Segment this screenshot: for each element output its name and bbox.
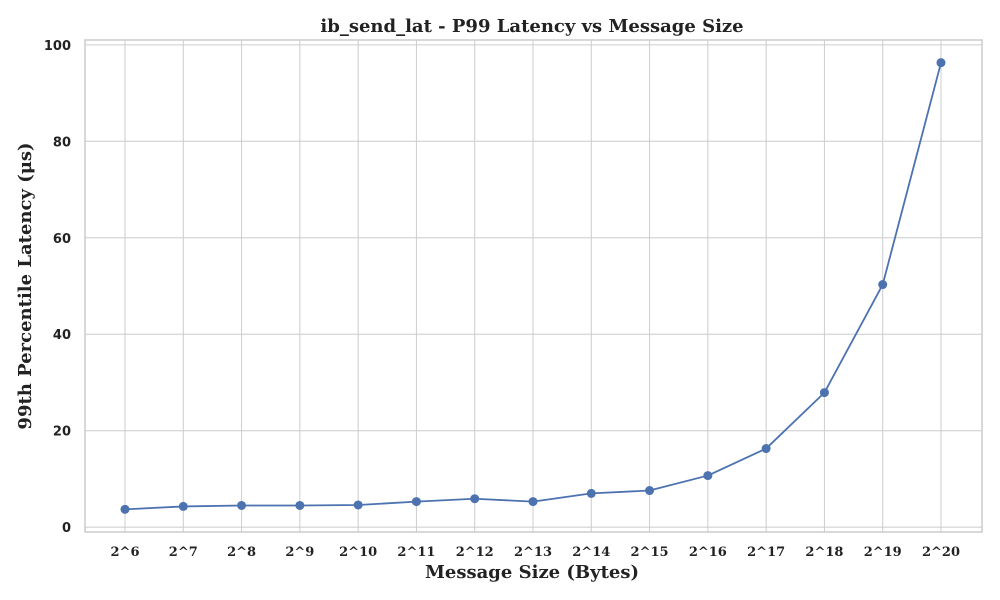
x-tick-label: 2^8 [227, 545, 256, 560]
data-point [645, 486, 655, 496]
data-point [878, 280, 888, 290]
x-tick-label: 2^16 [689, 545, 727, 560]
data-point [819, 388, 829, 398]
y-tick-label: 0 [62, 521, 71, 536]
x-tick-label: 2^9 [285, 545, 314, 560]
data-point [586, 488, 596, 498]
x-tick-label: 2^17 [747, 545, 785, 560]
x-tick-label: 2^12 [456, 545, 494, 560]
x-tick-label: 2^20 [922, 545, 960, 560]
data-point [237, 500, 247, 510]
data-point [178, 501, 188, 511]
x-axis-ticks: 2^6 2^7 2^8 2^9 2^10 2^11 2^12 2^13 2^14 2^15 2^16… [111, 545, 961, 560]
x-tick-label: 2^6 [111, 545, 140, 560]
y-axis-ticks: 0 20 40 60 80 100 [44, 39, 71, 536]
data-point [528, 497, 538, 507]
chart-title: ib_send_lat - P99 Latency vs Message Siz… [320, 16, 743, 37]
plot-frame [84, 39, 983, 533]
x-tick-label: 2^14 [572, 545, 610, 560]
x-tick-label: 2^11 [397, 545, 435, 560]
x-tick-label: 2^19 [864, 545, 902, 560]
y-tick-label: 40 [53, 328, 71, 343]
y-axis-label: 99th Percentile Latency (μs) [15, 142, 36, 429]
y-tick-label: 20 [53, 425, 71, 440]
x-tick-label: 2^10 [339, 545, 377, 560]
y-tick-label: 80 [53, 135, 71, 150]
data-point [703, 471, 713, 481]
x-tick-label: 2^18 [805, 545, 843, 560]
x-tick-label: 2^7 [169, 545, 198, 560]
x-tick-label: 2^13 [514, 545, 552, 560]
data-point [936, 58, 946, 68]
data-point [120, 504, 130, 514]
data-point [470, 494, 480, 504]
grid [85, 40, 982, 532]
data-point [411, 497, 421, 507]
y-tick-label: 60 [53, 232, 71, 247]
x-tick-label: 2^15 [631, 545, 669, 560]
y-tick-label: 100 [44, 39, 71, 54]
x-axis-label: Message Size (Bytes) [425, 562, 639, 583]
data-point [295, 500, 305, 510]
data-point [761, 444, 771, 454]
series-group [120, 58, 946, 514]
data-point [353, 500, 363, 510]
